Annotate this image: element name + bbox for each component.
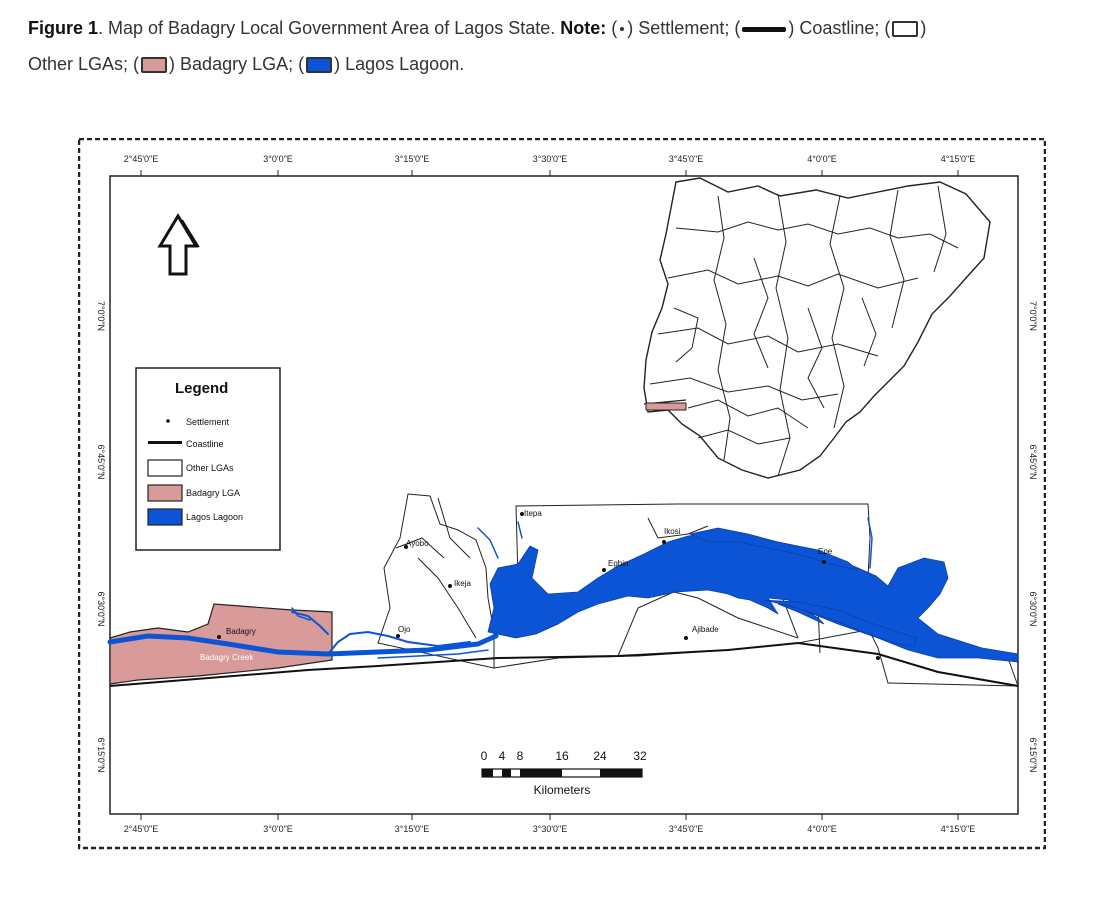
left-tick-0: 7°0'0"N (96, 301, 106, 331)
legend-settlement-label: Settlement (186, 417, 230, 427)
label-ajibade: Ajibade (692, 625, 719, 634)
label-egbin: Egbin (608, 559, 628, 568)
top-tick-1: 3°0'0"E (263, 154, 293, 164)
settlement-badagry-icon (217, 635, 221, 639)
badagry-lga-symbol-icon (141, 57, 168, 74)
settlement-ojo-icon (396, 634, 400, 638)
settlements (217, 512, 880, 660)
scale-tick-1: 4 (499, 749, 506, 763)
settlement-itepa-icon (520, 512, 524, 516)
label-ojo: Ojo (398, 625, 411, 634)
right-tick-3: 6°15'0"N (1028, 737, 1038, 772)
bottom-tick-6: 4°15'0"E (941, 824, 976, 834)
top-tick-6: 4°15'0"E (941, 154, 976, 164)
map-canvas: 2°45'0"E 3°0'0"E 3°15'0"E 3°30'0"E 3°45'… (77, 137, 1047, 850)
figure-title: . Map of Badagry Local Government Area o… (98, 18, 561, 38)
legend-coastline-label: Coastline (186, 439, 224, 449)
label-badagry: Badagry (226, 627, 256, 636)
top-tick-0: 2°45'0"E (124, 154, 159, 164)
label-ikosi: Ikosi (664, 527, 681, 536)
label-ikeja: Ikeja (454, 579, 471, 588)
label-ayobo: Ayobo (406, 539, 429, 548)
label-itepa: Itepa (524, 509, 542, 518)
lagos-lagoon-symbol-icon (306, 57, 333, 74)
badagry-creek (107, 517, 873, 659)
right-tick-1: 6°45'0"N (1028, 444, 1038, 479)
inset-badagry-highlight (645, 402, 687, 411)
left-tick-1: 6°45'0"N (96, 444, 106, 479)
north-arrow-icon (157, 213, 200, 276)
settlement-ayobo-icon (404, 545, 408, 549)
bottom-tick-3: 3°30'0"E (533, 824, 568, 834)
legend-other-lgas-label: Other LGAs (186, 463, 234, 473)
bottom-tick-0: 2°45'0"E (124, 824, 159, 834)
legend-badagry-icon (147, 484, 183, 502)
right-tick-2: 6°30'0"N (1028, 591, 1038, 626)
legend-lagoon-icon (147, 508, 183, 526)
bottom-tick-2: 3°15'0"E (395, 824, 430, 834)
other-lgas-symbol-icon (892, 21, 919, 38)
bottom-tick-4: 3°45'0"E (669, 824, 704, 834)
top-tick-5: 4°0'0"E (807, 154, 837, 164)
legend-other-lgas-icon (147, 459, 183, 477)
scale-bar: 0 4 8 16 24 32 Kilometers (481, 749, 647, 797)
coastline-symbol-icon (742, 26, 787, 32)
scale-tick-2: 8 (517, 749, 524, 763)
lagos-lagoon (487, 527, 1019, 663)
label-badagry-creek: Badagry Creek (200, 653, 254, 662)
left-tick-2: 6°30'0"N (96, 591, 106, 626)
note-label: Note: (560, 18, 607, 38)
settlement-ikosi-icon (662, 540, 666, 544)
settlement-east-icon (876, 656, 880, 660)
left-tick-3: 6°15'0"N (96, 737, 106, 772)
bottom-tick-1: 3°0'0"E (263, 824, 293, 834)
right-tick-0: 7°0'0"N (1028, 301, 1038, 331)
nigeria-inset-map (643, 177, 991, 479)
label-epe: Epe (818, 547, 833, 556)
coastline (109, 641, 1019, 687)
settlement-symbol-icon (620, 27, 625, 32)
settlement-egbin-icon (602, 568, 606, 572)
settlement-epe-icon (822, 560, 826, 564)
settlement-ikeja-icon (448, 584, 452, 588)
scale-unit: Kilometers (534, 783, 591, 797)
figure-label: Figure 1 (28, 18, 99, 38)
legend-settlement-icon (166, 419, 170, 423)
scale-tick-0: 0 (481, 749, 488, 763)
legend-coastline-icon (148, 441, 182, 444)
legend-lagoon-label: Lagos Lagoon (186, 512, 243, 522)
legend-badagry-label: Badagry LGA (186, 488, 240, 498)
map-figure: 2°45'0"E 3°0'0"E 3°15'0"E 3°30'0"E 3°45'… (77, 137, 1047, 850)
top-tick-4: 3°45'0"E (669, 154, 704, 164)
scale-tick-4: 24 (593, 749, 607, 763)
top-tick-2: 3°15'0"E (395, 154, 430, 164)
scale-tick-3: 16 (555, 749, 569, 763)
legend: Legend Settlement Coastline Other LGAs B… (135, 367, 281, 551)
legend-title: Legend (175, 380, 228, 397)
scale-tick-5: 32 (633, 749, 647, 763)
top-tick-3: 3°30'0"E (533, 154, 568, 164)
outer-frame (77, 137, 1047, 850)
bottom-tick-5: 4°0'0"E (807, 824, 837, 834)
settlement-ajibade-icon (684, 636, 688, 640)
figure-caption: Figure 1. Map of Badagry Local Governmen… (28, 18, 927, 74)
